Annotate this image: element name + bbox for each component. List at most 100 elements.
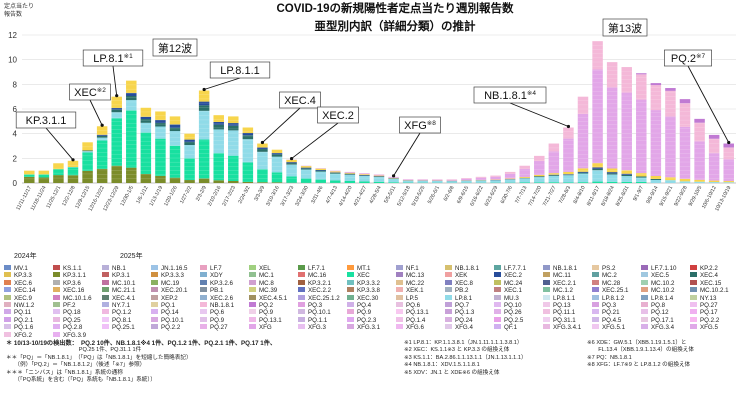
bar-segment — [140, 119, 152, 123]
legend-item: XFG — [249, 324, 272, 332]
footnotes-detection: ＊ 10/13-10/19の検出数： PQ.2 10件、NB.1.8.1※4 1… — [6, 340, 276, 384]
bar-segment — [708, 138, 720, 154]
legend-swatch — [249, 302, 256, 307]
legend-swatch — [249, 316, 256, 322]
legend-label: XEC.4 — [700, 272, 718, 280]
legend-item: NY.7.1 — [102, 302, 130, 310]
legend-swatch — [641, 279, 648, 285]
bar-segment — [592, 168, 603, 171]
bar-segment — [461, 178, 472, 181]
legend-label: KP.3.3.8 — [357, 287, 380, 295]
bar-segment — [300, 168, 312, 170]
legend-label: PQ.4.5 — [602, 316, 622, 324]
annotation-label: KP.3.1.1 — [26, 115, 67, 127]
bar-segment — [155, 138, 166, 176]
x-tick-label: 5/5-5/11 — [383, 185, 397, 204]
legend-item: XEC.16 — [53, 287, 84, 295]
bar-segment — [242, 135, 254, 140]
footnote-line: ※3 KS.1.1：BA.2.86.1.1.13.1.1（JN.1.13.1.1… — [404, 354, 527, 361]
bar-segment — [665, 177, 676, 181]
footnote-line: ※4 NB.1.8.1：XDV.1.5.1.1.8.1 — [404, 362, 480, 369]
bar-segment — [665, 116, 676, 178]
annotation-name: LP.8.1.1 — [220, 65, 260, 77]
annotation-leader — [393, 132, 421, 177]
y-tick-label: 12 — [8, 31, 17, 40]
legend-item: MC.1.2 — [543, 287, 573, 295]
legend-swatch — [445, 279, 452, 285]
x-tick-label: 3/10-3/16 — [265, 185, 281, 207]
annotation-box — [664, 49, 712, 67]
bar-segment — [708, 182, 720, 183]
legend-item: PQ.10.1 — [151, 316, 184, 325]
bar-segment — [563, 127, 574, 139]
legend-label: XFG — [259, 324, 272, 332]
bar-segment — [650, 83, 662, 86]
legend-item: MC.10.1.6 — [53, 294, 92, 303]
bar-segment — [140, 116, 152, 120]
bar-segment — [650, 176, 662, 180]
bar-segment — [315, 169, 326, 171]
legend-label: PQ.2.1 — [14, 316, 34, 324]
legend-label: PQ.27 — [210, 324, 228, 332]
bar-segment — [24, 176, 35, 183]
bar-segment — [534, 161, 545, 175]
legend-label: PQ.17 — [700, 309, 718, 317]
legend-item: LF.7.1 — [298, 265, 325, 273]
annotation-name: XEC.4 — [284, 95, 316, 107]
legend-swatch — [690, 294, 697, 300]
x-tick-label: 7/21-7/27 — [542, 185, 558, 207]
legend-label: PQ.2 — [259, 302, 274, 309]
legend-item: PQ.13.1 — [249, 316, 282, 325]
legend-label: LP.5 — [406, 294, 418, 302]
legend-item: XEC.25.1.2 — [298, 294, 340, 303]
bar-segment — [679, 178, 691, 182]
legend-swatch — [494, 316, 501, 322]
footnote-line: ※2 XEC：KS.1.1※3 と KP.3.3 の組換え体 — [404, 347, 510, 354]
legend-item: LF.7 — [200, 265, 222, 273]
bar-segment — [96, 137, 108, 141]
bar-segment — [388, 182, 399, 183]
legend-item: XEK.1 — [396, 287, 424, 295]
legend-label: LF.7 — [210, 265, 222, 272]
bar-segment — [140, 173, 152, 183]
footnote-line: FL.13.4（XBB.1.9.1.13.4）の組換え体 — [587, 347, 694, 354]
bar-segment — [257, 169, 268, 183]
bar-segment — [606, 62, 618, 88]
legend-item: PQ.17 — [690, 309, 718, 317]
legend-item: PQ.1 — [151, 302, 175, 310]
bar-segment — [24, 174, 35, 177]
legend-label: PB.2 — [455, 287, 469, 295]
bar-segment — [577, 168, 589, 172]
x-tick-label: 8/25-8/31 — [615, 185, 631, 207]
y-axis-label-top: 定点当たり — [4, 2, 34, 10]
legend-label: PQ.3 — [308, 302, 323, 309]
legend-swatch — [200, 302, 207, 307]
legend-label: LP.8.1 — [455, 294, 473, 302]
bar-segment — [592, 163, 603, 168]
legend-label: PQ.12 — [651, 309, 669, 317]
legend-label: XEC.14 — [14, 287, 36, 295]
annotation-name: LP.8.1 — [93, 53, 123, 65]
legend-item: XFG.4 — [445, 324, 473, 332]
bar-segment — [198, 105, 210, 111]
legend-item: XEC.2.2 — [298, 287, 331, 295]
legend-label: PQ.2.5 — [504, 316, 524, 324]
x-tick-label: 8/18-8/24 — [600, 185, 616, 207]
y-tick-label: 6 — [13, 105, 18, 114]
bar-segment — [184, 180, 195, 183]
bar-segment — [388, 178, 399, 183]
legend-swatch — [445, 324, 452, 330]
bar-segment — [504, 179, 516, 183]
bar-segment — [126, 100, 137, 111]
bar-segment — [228, 181, 239, 183]
annotation-label: LP.8.1※1 — [93, 53, 133, 65]
legend-swatch — [151, 287, 158, 293]
bar-segment — [708, 153, 720, 181]
annotation-leader — [262, 107, 301, 143]
annotation-note-mark: ※8 — [427, 120, 436, 127]
bar-segment — [461, 180, 472, 183]
legend-label: MC.2 — [602, 272, 617, 280]
bar-segment — [402, 180, 414, 183]
legend-item: XFG.6 — [396, 324, 424, 332]
legend-item: MC.11 — [543, 272, 571, 280]
